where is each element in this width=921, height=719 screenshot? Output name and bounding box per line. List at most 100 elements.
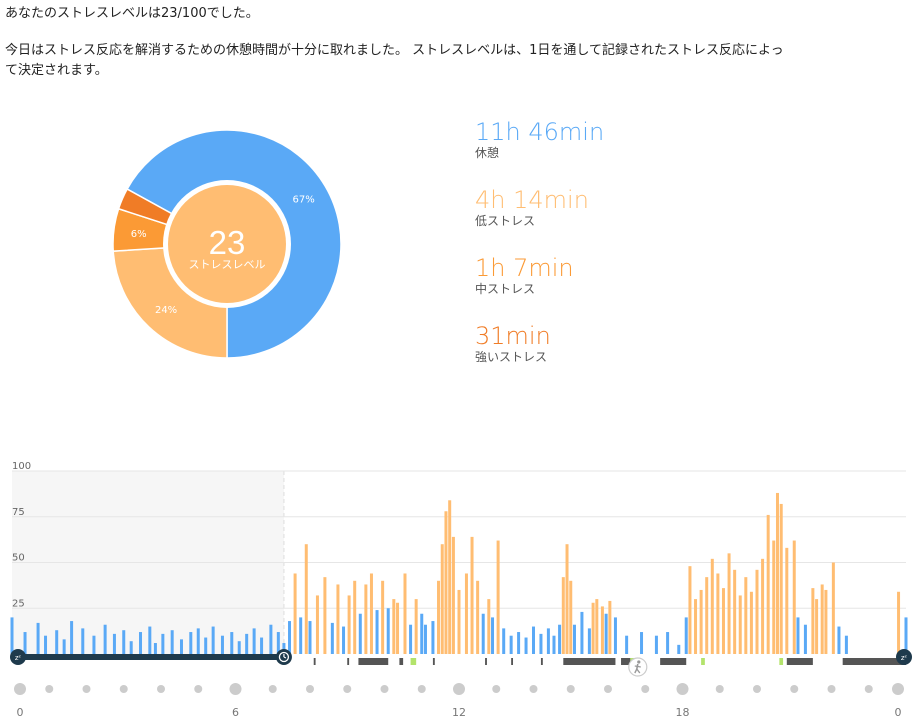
- stress-bar-110: [755, 569, 759, 654]
- stress-bar-28: [260, 637, 264, 654]
- stress-bar-0: [10, 617, 14, 654]
- y-tick-label-100: 100: [12, 461, 31, 472]
- stress-bar-88: [600, 606, 604, 654]
- stress-bar-18: [179, 639, 183, 654]
- stress-bar-27: [252, 628, 256, 654]
- stress-bar-38: [323, 577, 327, 654]
- stress-bar-9: [103, 624, 107, 654]
- stress-bar-60: [444, 511, 448, 654]
- stress-bar-21: [204, 637, 208, 654]
- stress-bar-78: [552, 635, 556, 654]
- activity-strip: [313, 658, 906, 665]
- x-tick-label-4: 0: [895, 706, 902, 719]
- stress-bar-128: [904, 617, 908, 654]
- stress-donut-chart: 23 ストレスレベル 67% 24% 6%: [112, 129, 342, 359]
- stress-bar-103: [716, 573, 720, 654]
- stress-bar-79: [558, 624, 562, 654]
- stress-bar-25: [237, 641, 241, 654]
- y-tick-label-25: 25: [12, 598, 25, 609]
- stress-bar-121: [815, 599, 819, 654]
- hour-dot-13: [492, 685, 501, 693]
- stress-bar-41: [342, 626, 346, 654]
- stress-bar-68: [487, 599, 491, 654]
- stress-bar-50: [392, 599, 396, 654]
- stress-bar-63: [457, 589, 461, 654]
- stress-bar-99: [694, 599, 698, 654]
- alarm-clock-icon: [275, 649, 292, 665]
- stress-bar-116: [785, 547, 789, 654]
- hour-dot-16: [604, 685, 612, 693]
- hour-dot-19: [715, 685, 724, 693]
- stress-bar-39: [330, 622, 334, 654]
- stress-bar-94: [654, 635, 658, 654]
- stress-bar-82: [569, 580, 573, 654]
- stress-level-value: 23: [209, 224, 246, 261]
- hour-dot-2: [82, 685, 91, 693]
- stress-bar-92: [625, 635, 629, 654]
- stress-bar-8: [92, 635, 96, 654]
- stress-bar-14: [148, 626, 152, 654]
- stress-bar-26: [245, 633, 249, 654]
- activity-segment-1: [563, 658, 616, 665]
- stat-medium-stress-duration: 1h 7min: [475, 254, 574, 282]
- stress-bar-120: [811, 588, 815, 654]
- stress-bar-112: [766, 514, 770, 654]
- stress-bar-32: [288, 621, 292, 654]
- stress-bar-95: [666, 632, 670, 654]
- x-tick-label-2: 12: [452, 706, 466, 719]
- stress-bar-13: [139, 632, 143, 654]
- hour-dot-1: [45, 685, 54, 693]
- stat-high-stress-label: 強いストレス: [475, 350, 548, 364]
- stress-bar-29: [269, 624, 273, 654]
- stress-bar-22: [211, 626, 215, 654]
- stress-summary: あなたのストレスレベルは23/100でした。 今日はストレス反応を解消するための…: [5, 4, 785, 81]
- svg-text:zᶻ: zᶻ: [901, 654, 908, 662]
- hour-dot-8: [306, 685, 314, 693]
- stress-bar-100: [699, 589, 703, 654]
- timeline-x-tick-labels: 0 6 12 18 0: [17, 706, 902, 719]
- hour-dot-11: [417, 685, 426, 693]
- stress-bar-51: [396, 602, 400, 654]
- hour-dot-20: [753, 685, 761, 693]
- stress-bar-83: [572, 624, 576, 654]
- stress-bar-62: [451, 536, 455, 654]
- donut-slice-label-2: 6%: [131, 229, 147, 240]
- stress-bar-104: [721, 588, 725, 654]
- y-tick-label-75: 75: [12, 507, 25, 518]
- stress-bar-97: [684, 617, 688, 654]
- stress-bar-87: [595, 599, 599, 654]
- sleep-bar: [12, 654, 284, 660]
- svg-text:zᶻ: zᶻ: [15, 654, 22, 662]
- sleep-start-icon: zᶻ: [10, 649, 26, 665]
- stress-bar-43: [353, 580, 357, 654]
- stress-bar-1: [23, 632, 27, 654]
- hour-dot-22: [827, 685, 836, 693]
- hour-dot-21: [790, 685, 799, 693]
- stat-medium-stress: 1h 7min 中ストレス: [475, 254, 604, 322]
- x-tick-label-0: 0: [17, 706, 24, 719]
- stress-bar-37: [315, 595, 319, 654]
- stress-bar-44: [358, 613, 362, 654]
- stress-bar-93: [640, 632, 644, 654]
- stress-bar-17: [170, 630, 174, 654]
- donut-center: [168, 185, 286, 303]
- activity-tick-1: [347, 658, 350, 665]
- stress-bar-107: [738, 595, 742, 654]
- stress-level-label: ストレスレベル: [189, 258, 266, 271]
- activity-tick-4: [432, 658, 435, 665]
- hour-dot-15: [566, 685, 575, 693]
- donut-labels: 67% 24% 6%: [131, 195, 315, 316]
- activity-segment-4: [786, 658, 813, 665]
- stat-low-stress-duration: 4h 14min: [475, 186, 589, 214]
- stress-bar-115: [779, 503, 783, 654]
- stress-bar-71: [502, 628, 506, 654]
- stress-bar-54: [414, 599, 418, 654]
- stress-bar-69: [491, 617, 495, 654]
- stress-bar-89: [604, 613, 608, 654]
- hour-dot-9: [343, 685, 352, 693]
- stress-bar-72: [509, 635, 513, 654]
- hour-dot-4: [157, 685, 165, 693]
- stress-bar-117: [792, 540, 796, 654]
- x-tick-label-3: 18: [676, 706, 690, 719]
- stress-summary-headline: あなたのストレスレベルは23/100でした。: [5, 6, 259, 21]
